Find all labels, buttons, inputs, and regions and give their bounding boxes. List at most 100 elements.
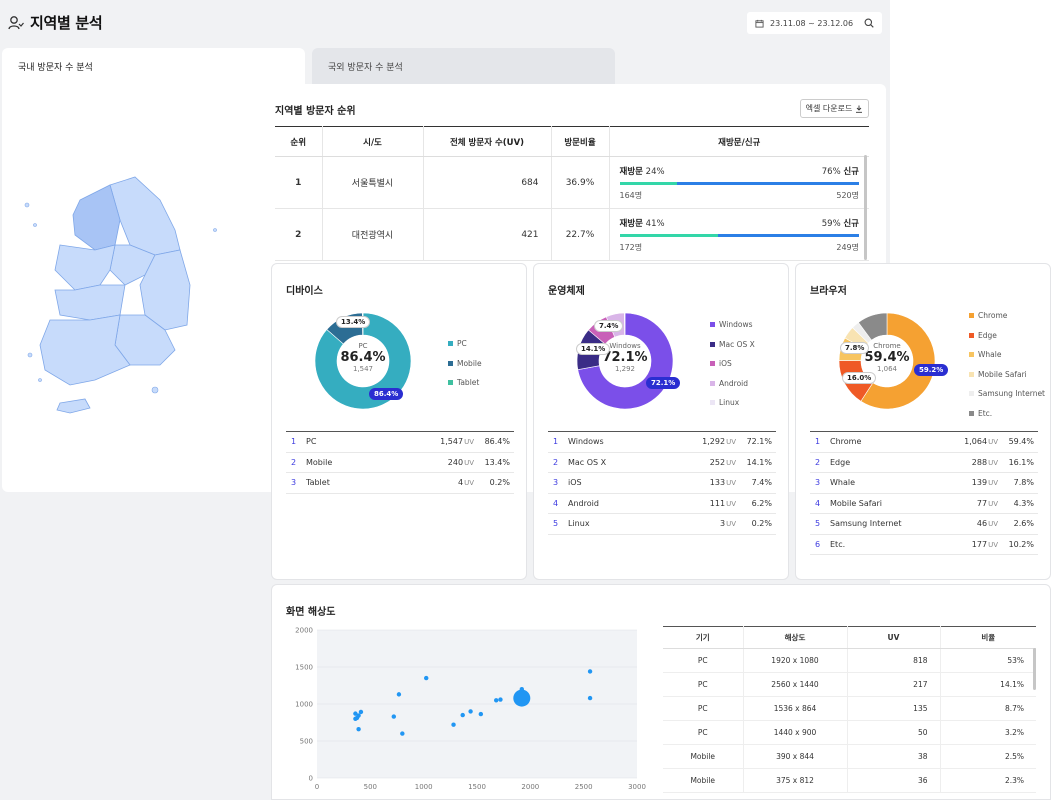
legend-item[interactable]: Whale — [969, 345, 1045, 365]
list-item[interactable]: 5 Samsung Internet 46UV 2.6% — [810, 514, 1038, 535]
legend-item[interactable]: PC — [448, 334, 482, 354]
scatter-point[interactable] — [494, 698, 499, 703]
tab-domestic[interactable]: 국내 방문자 수 분석 — [2, 48, 305, 84]
col-header[interactable]: 전체 방문자 수(UV) — [423, 126, 552, 157]
pct-cell: 3.2% — [940, 720, 1036, 745]
scatter-point[interactable] — [424, 675, 429, 681]
table-row[interactable]: PC 1920 x 1080 818 53% — [663, 648, 1036, 673]
uv-cell: 818 — [847, 648, 941, 673]
table-row[interactable]: Mobile 390 x 844 38 2.5% — [663, 744, 1036, 769]
table-row[interactable]: PC 1440 x 900 50 3.2% — [663, 720, 1036, 745]
donut-label: 13.4% — [336, 316, 371, 328]
row-name: Edge — [830, 457, 851, 467]
list-item[interactable]: 2 Mobile 240UV 13.4% — [286, 453, 514, 473]
revisit-count: 164명 — [619, 190, 643, 200]
new-pct: 59% — [821, 218, 841, 229]
legend-label: Windows — [719, 320, 753, 330]
scatter-point[interactable] — [358, 709, 364, 715]
ranking-scrollbar[interactable] — [864, 155, 867, 260]
legend-item[interactable]: Edge — [969, 326, 1045, 346]
scatter-point[interactable] — [356, 726, 361, 732]
scatter-point[interactable] — [478, 711, 484, 717]
y-tick-label: 500 — [300, 738, 313, 746]
list-item[interactable]: 3 Tablet 4UV 0.2% — [286, 473, 514, 494]
list-item[interactable]: 3 Whale 139UV 7.8% — [810, 473, 1038, 494]
col-header[interactable]: 시/도 — [322, 126, 424, 157]
list-item[interactable]: 1 Windows 1,292UV 72.1% — [548, 432, 776, 453]
row-rank: 6 — [815, 539, 821, 549]
row-pct: 6.2% — [751, 498, 772, 508]
list-item[interactable]: 4 Mobile Safari 77UV 4.3% — [810, 494, 1038, 514]
legend-label: Mac OS X — [719, 339, 755, 349]
region-chungnam[interactable] — [54, 244, 116, 291]
revisit-label: 재방문 — [619, 218, 643, 229]
resolution-scrollbar[interactable] — [1033, 648, 1036, 690]
col-header[interactable]: 기기 — [663, 626, 744, 649]
scatter-point[interactable] — [587, 695, 593, 701]
region-cell: 서울특별시 — [322, 156, 424, 209]
date-range-picker[interactable]: 23.11.08 ~ 23.12.06 — [747, 12, 882, 34]
scatter-point[interactable] — [396, 692, 402, 697]
scatter-point[interactable] — [587, 669, 593, 674]
legend-item[interactable]: Android — [710, 374, 755, 394]
region-jeju[interactable] — [56, 398, 91, 414]
scatter-point[interactable] — [513, 689, 531, 707]
legend-item[interactable]: Windows — [710, 315, 755, 335]
scatter-point[interactable] — [353, 711, 358, 716]
list-item[interactable]: 4 Android 111UV 6.2% — [548, 494, 776, 514]
legend-item[interactable]: Linux — [710, 393, 755, 413]
list-item[interactable]: 2 Edge 288UV 16.1% — [810, 453, 1038, 473]
list-item[interactable]: 1 Chrome 1,064UV 59.4% — [810, 432, 1038, 453]
legend-item[interactable]: Etc. — [969, 404, 1045, 424]
table-row[interactable]: PC 1536 x 864 135 8.7% — [663, 696, 1036, 721]
legend-item[interactable]: Mac OS X — [710, 335, 755, 355]
scatter-point[interactable] — [356, 713, 361, 718]
legend-item[interactable]: Chrome — [969, 306, 1045, 326]
scatter-point[interactable] — [451, 722, 456, 727]
device-legend: PC Mobile Tablet — [448, 334, 482, 393]
col-header[interactable]: 비율 — [940, 626, 1036, 649]
col-header[interactable]: 방문비율 — [551, 126, 610, 157]
list-item[interactable]: 1 PC 1,547UV 86.4% — [286, 432, 514, 453]
region-gyeonggi[interactable] — [72, 184, 121, 251]
scatter-point[interactable] — [391, 714, 396, 719]
table-row[interactable]: Mobile 375 x 812 36 2.3% — [663, 768, 1036, 793]
pie-slice-linux[interactable] — [624, 312, 626, 336]
legend-item[interactable]: Mobile Safari — [969, 365, 1045, 385]
scatter-point[interactable] — [400, 731, 405, 736]
list-item[interactable]: 3 iOS 133UV 7.4% — [548, 473, 776, 494]
col-header[interactable]: 재방문/신규 — [609, 126, 869, 157]
excel-download-button[interactable]: 엑셀 다운로드 — [800, 99, 869, 118]
donut-label: 72.1% — [646, 377, 681, 389]
legend-item[interactable]: Tablet — [448, 373, 482, 393]
new-fill — [717, 233, 859, 237]
scatter-point[interactable] — [498, 697, 503, 702]
list-item[interactable]: 5 Linux 3UV 0.2% — [548, 514, 776, 535]
table-row[interactable]: PC 2560 x 1440 217 14.1% — [663, 672, 1036, 697]
table-row[interactable]: 2 대전광역시 421 22.7% 재방문 41% 59% 신규 172명 249명 — [275, 208, 869, 261]
col-header[interactable]: 순위 — [275, 126, 323, 157]
tab-overseas[interactable]: 국외 방문자 수 분석 — [312, 48, 615, 84]
row-uv: 46 — [976, 519, 988, 529]
region-jeonbuk[interactable] — [54, 284, 126, 321]
col-header[interactable]: 해상도 — [743, 626, 848, 649]
donut-label: 7.8% — [840, 342, 870, 354]
y-tick-label: 0 — [309, 775, 313, 783]
table-row[interactable]: 1 서울특별시 684 36.9% 재방문 24% 76% 신규 164명 520명 — [275, 156, 869, 209]
scatter-point[interactable] — [468, 709, 473, 714]
uv-cell: 135 — [847, 696, 941, 721]
legend-item[interactable]: iOS — [710, 354, 755, 374]
col-header[interactable]: UV — [847, 626, 941, 649]
center-pct: 86.4% — [340, 350, 386, 365]
scatter-point[interactable] — [460, 712, 465, 718]
region-gangwon[interactable] — [109, 176, 181, 256]
legend-label: Etc. — [978, 408, 993, 418]
region-jeonnam[interactable] — [39, 314, 131, 386]
list-item[interactable]: 2 Mac OS X 252UV 14.1% — [548, 453, 776, 473]
legend-item[interactable]: Mobile — [448, 354, 482, 374]
search-icon[interactable] — [864, 18, 874, 28]
card-title: 브라우저 — [810, 286, 847, 297]
scatter-point[interactable] — [519, 687, 524, 692]
legend-item[interactable]: Samsung Internet — [969, 384, 1045, 404]
list-item[interactable]: 6 Etc. 177UV 10.2% — [810, 535, 1038, 555]
